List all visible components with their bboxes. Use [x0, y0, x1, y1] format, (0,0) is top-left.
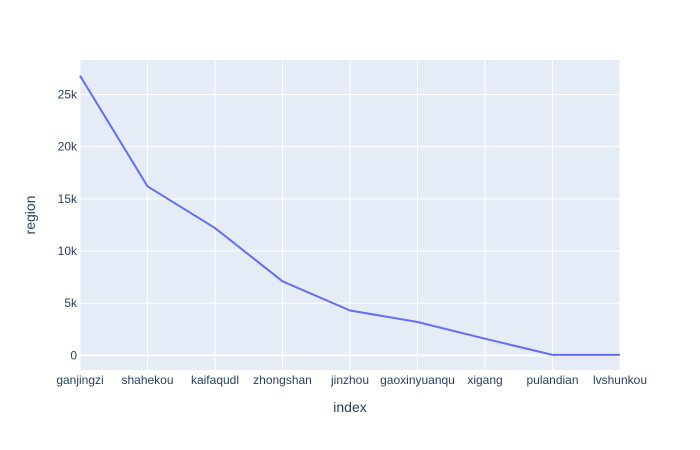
x-tick-label: xigang	[467, 373, 502, 387]
x-tick-label: zhongshan	[253, 373, 312, 387]
y-tick-label: 20k	[58, 140, 78, 154]
y-tick-label: 5k	[64, 296, 78, 310]
grid-lines	[79, 60, 621, 370]
y-axis-ticks: 0 5k 10k 15k 20k 25k	[58, 87, 78, 362]
series-line	[79, 75, 620, 356]
y-tick-label: 15k	[58, 192, 78, 206]
y-tick-label: 10k	[58, 244, 78, 258]
x-tick-label: lvshunkou	[593, 373, 647, 387]
x-tick-label: shahekou	[121, 373, 173, 387]
x-tick-label: pulandian	[526, 373, 578, 387]
y-tick-label: 0	[70, 348, 77, 362]
y-axis-title: region	[22, 196, 38, 235]
x-tick-label: kaifaqudl	[191, 373, 239, 387]
series-lines	[79, 75, 620, 356]
x-axis-ticks: ganjingzi shahekou kaifaqudl zhongshan jinzh…	[56, 373, 647, 387]
x-tick-label: jinzhou	[330, 373, 369, 387]
x-tick-label: gaoxinyuanqu	[380, 373, 455, 387]
y-tick-label: 25k	[58, 87, 78, 101]
x-axis-title: index	[333, 399, 366, 415]
x-tick-label: ganjingzi	[56, 373, 103, 387]
